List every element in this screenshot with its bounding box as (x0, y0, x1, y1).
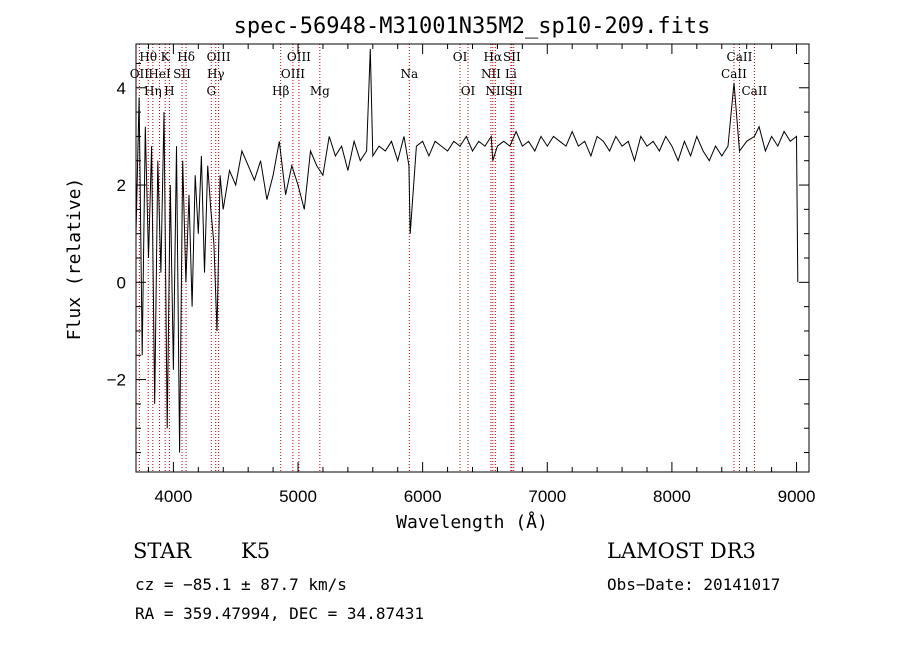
spectral-line-label-1: OII (130, 67, 150, 81)
spectral-line-label-19: SII (503, 50, 521, 64)
x-tick-label-1: 5000 (279, 487, 317, 506)
flux-series-line (135, 48, 799, 453)
spectral-line-label-8: OIII (207, 50, 231, 64)
chart-title: spec-56948-M31001N35M2_sp10-209.fits (234, 14, 711, 39)
spectral-line-label-15: Na (400, 67, 418, 81)
spectral-line-label-4: HeI (148, 67, 171, 81)
spectral-line-label-14: Mg (310, 84, 330, 98)
spectral-line-label-9: Hγ (207, 67, 225, 81)
object-subclass: K5 (241, 539, 271, 563)
y-axis-label: Flux (relative) (64, 178, 85, 341)
x-tick-label-4: 8000 (653, 487, 691, 506)
observation-date: Obs−Date: 20141017 (607, 575, 781, 594)
spectral-line-label-2: Hη (144, 84, 162, 98)
spectral-line-label-6: Hδ (177, 50, 195, 64)
y-tick-label-1: 0 (117, 273, 126, 292)
x-tick-label-2: 6000 (404, 487, 442, 506)
spectral-line-label-18: Hα (484, 50, 503, 64)
plot-frame (135, 43, 810, 473)
spectral-line-label-23: SII (505, 84, 523, 98)
x-tick-label-3: 7000 (528, 487, 566, 506)
y-tick-label-2: 2 (117, 176, 126, 195)
spectral-line-label-7: SII (173, 67, 191, 81)
spectral-line-label-17: OI (461, 84, 476, 98)
y-tick-label-3: 4 (117, 79, 126, 98)
x-tick-label-0: 4000 (154, 487, 192, 506)
spectral-line-label-11: OIII (287, 50, 311, 64)
spectral-line-label-26: CaII (741, 84, 767, 98)
spectral-line-markers (138, 44, 755, 472)
x-axis-label: Wavelength (Å) (396, 511, 548, 533)
spectral-line-labels: Hθ OII Hη K HeI H Hδ SII OIII Hγ G OIII OIII Hβ Mg Na OI… (130, 50, 768, 98)
y-tick-label-0: −2 (107, 371, 126, 390)
spectral-line-label-25: CaII (721, 67, 747, 81)
survey-name: LAMOST DR3 (607, 539, 756, 563)
redshift-velocity: cz = −85.1 ± 87.7 km/s (135, 575, 347, 594)
spectral-line-label-20: NII (481, 67, 501, 81)
axis-ticks: 4000 5000 6000 7000 8000 9000 −2 0 2 4 (107, 44, 816, 506)
spectral-line-label-24: CaII (727, 50, 753, 64)
spectral-line-label-21: Li (505, 67, 517, 81)
object-class: STAR (133, 539, 192, 563)
spectral-line-label-13: Hβ (272, 84, 289, 98)
spectral-line-label-10: G (206, 84, 216, 98)
spectral-line-label-3: K (161, 50, 171, 64)
x-tick-label-5: 9000 (778, 487, 816, 506)
spectral-line-label-22: NII (485, 84, 505, 98)
spectral-line-label-5: H (164, 84, 174, 98)
spectral-line-label-16: OI (453, 50, 468, 64)
spectral-line-label-12: OIII (281, 67, 305, 81)
coordinates: RA = 359.47994, DEC = 34.87431 (135, 604, 424, 623)
spectral-line-label-0: Hθ (139, 50, 157, 64)
